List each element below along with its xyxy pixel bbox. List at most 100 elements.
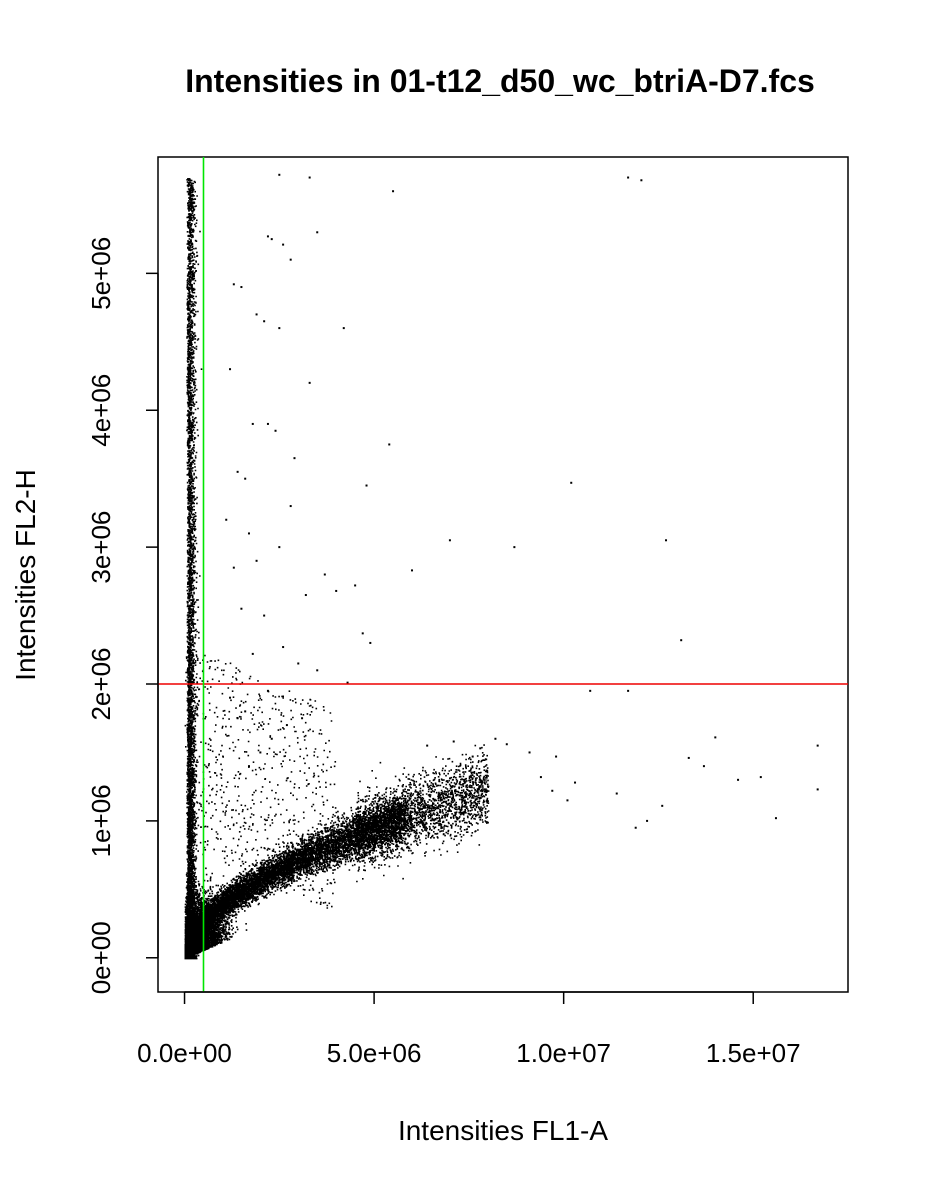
data-point — [816, 788, 819, 791]
data-point — [589, 689, 592, 692]
data-point — [627, 176, 630, 179]
data-point — [225, 518, 228, 521]
data-point — [304, 594, 307, 597]
data-point — [244, 710, 247, 713]
data-point — [229, 696, 232, 699]
data-point — [369, 641, 372, 644]
data-point — [308, 176, 311, 179]
data-point — [278, 546, 281, 549]
data-point — [316, 669, 319, 672]
y-axis: 0e+00 1e+06 2e+06 3e+06 4e+06 5e+06 — [86, 237, 159, 994]
data-point — [505, 743, 508, 746]
data-point — [687, 756, 690, 759]
data-point — [244, 477, 247, 480]
data-point — [289, 258, 292, 261]
x-tick-label: 5.0e+06 — [327, 1038, 422, 1068]
data-point — [278, 327, 281, 330]
data-point — [240, 286, 243, 289]
x-tick-label: 0.0e+00 — [137, 1038, 232, 1068]
y-tick-label: 3e+06 — [86, 511, 116, 584]
data-point — [574, 781, 577, 784]
data-point — [494, 737, 497, 740]
x-axis-label: Intensities FL1-A — [398, 1115, 608, 1146]
y-tick-label: 1e+06 — [86, 784, 116, 857]
data-point — [759, 776, 762, 779]
data-point — [251, 422, 254, 425]
data-point — [247, 765, 250, 768]
data-point — [232, 566, 235, 569]
data-point — [640, 179, 643, 182]
data-point — [316, 231, 319, 234]
data-point — [255, 313, 258, 316]
data-point — [479, 747, 482, 750]
data-point — [426, 744, 429, 747]
data-point — [702, 765, 705, 768]
dense-point-cloud — [184, 178, 490, 960]
data-point — [774, 817, 777, 820]
y-tick-label: 2e+06 — [86, 647, 116, 720]
data-point — [634, 826, 637, 829]
data-point — [365, 484, 368, 487]
data-point — [528, 751, 531, 754]
chart-title: Intensities in 01-t12_d50_wc_btriA-D7.fc… — [185, 63, 815, 99]
data-point — [232, 283, 235, 286]
data-point — [555, 755, 558, 758]
data-point — [346, 681, 349, 684]
data-point — [285, 724, 288, 727]
data-point — [661, 804, 664, 807]
data-point — [551, 789, 554, 792]
data-point — [251, 652, 254, 655]
data-point — [236, 470, 239, 473]
data-point — [680, 639, 683, 642]
data-point — [308, 381, 311, 384]
data-point — [361, 632, 364, 635]
data-point — [274, 429, 277, 432]
data-point — [646, 819, 649, 822]
y-tick-label: 0e+00 — [86, 921, 116, 994]
y-tick-label: 4e+06 — [86, 374, 116, 447]
data-point — [259, 751, 262, 754]
data-point — [289, 505, 292, 508]
data-point — [270, 737, 273, 740]
data-point — [301, 717, 304, 720]
data-point — [665, 539, 668, 542]
data-point — [737, 778, 740, 781]
x-tick-label: 1.0e+07 — [516, 1038, 611, 1068]
x-tick-label: 1.5e+07 — [706, 1038, 801, 1068]
data-point — [570, 481, 573, 484]
data-point — [627, 689, 630, 692]
data-point — [354, 584, 357, 587]
data-point — [229, 368, 232, 371]
data-point — [282, 646, 285, 649]
data-point — [240, 607, 243, 610]
data-point — [323, 573, 326, 576]
data-point — [270, 238, 273, 241]
data-point — [297, 662, 300, 665]
data-point — [471, 755, 474, 758]
data-point — [448, 539, 451, 542]
data-point — [263, 320, 266, 323]
data-point — [615, 792, 618, 795]
data-point — [714, 736, 717, 739]
data-point — [282, 243, 285, 246]
data-point — [816, 744, 819, 747]
x-axis: 0.0e+00 5.0e+06 1.0e+07 1.5e+07 — [137, 991, 801, 1068]
data-point — [278, 173, 281, 176]
data-point — [255, 559, 258, 562]
data-point — [263, 614, 266, 617]
data-point — [247, 532, 250, 535]
data-point — [566, 799, 569, 802]
data-point — [411, 569, 414, 572]
data-point — [335, 589, 338, 592]
data-point — [266, 235, 269, 238]
data-point — [342, 327, 345, 330]
data-point — [392, 190, 395, 193]
data-point — [266, 422, 269, 425]
data-points — [184, 173, 819, 960]
data-point — [388, 443, 391, 446]
y-tick-label: 5e+06 — [86, 237, 116, 310]
data-point — [539, 776, 542, 779]
data-point — [513, 546, 516, 549]
data-point — [293, 457, 296, 460]
